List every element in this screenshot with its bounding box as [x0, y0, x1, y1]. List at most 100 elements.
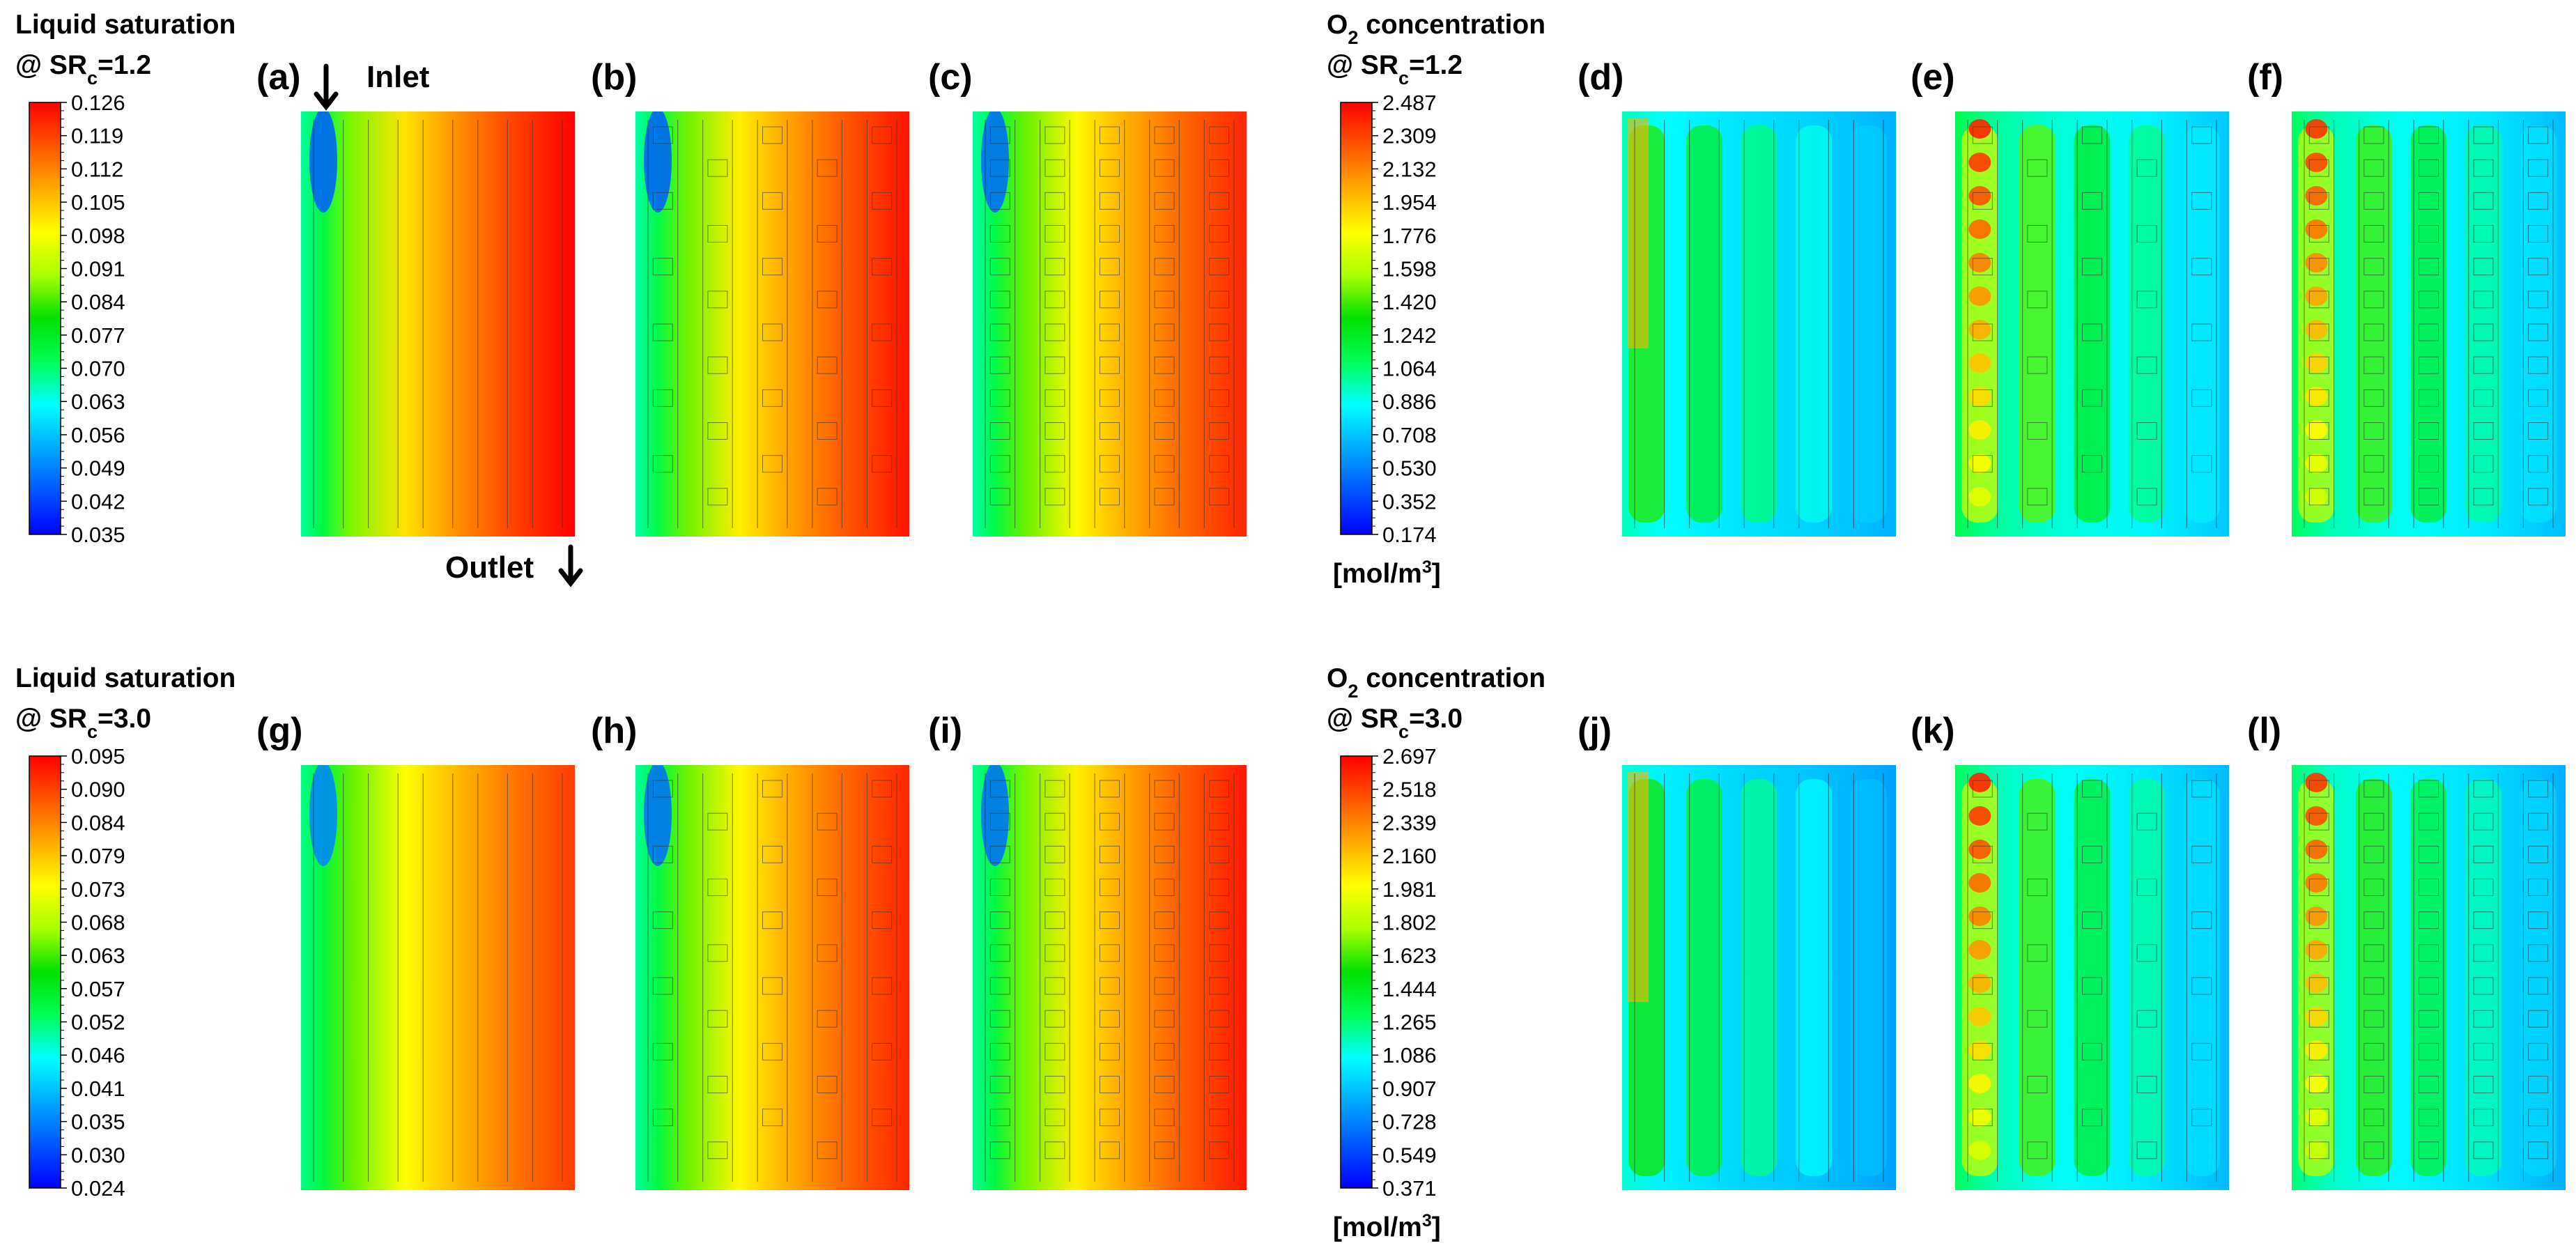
colorbar-tick-label: 0.091 [71, 256, 125, 281]
channel-block [2528, 323, 2549, 341]
channel-block [872, 126, 893, 144]
channel-block [2528, 1076, 2549, 1093]
channel-block [762, 780, 782, 798]
channel-block [2308, 812, 2329, 831]
channel-block [1209, 845, 1230, 863]
channel-block [2308, 455, 2329, 473]
hotspot [2305, 286, 2328, 306]
channel-block [2363, 944, 2384, 962]
channel-block [1044, 1076, 1065, 1093]
channel-block [2473, 159, 2494, 177]
channel-block [989, 356, 1010, 374]
channel-block [1154, 812, 1175, 831]
channel-block [2363, 422, 2384, 440]
heatmap-field [635, 765, 909, 1190]
channel-block [817, 488, 838, 506]
channel-block [652, 845, 673, 863]
colorbar-tick-label: 2.487 [1382, 91, 1437, 115]
channel-block [1044, 291, 1065, 309]
colorbar-tick-label: 0.068 [71, 910, 125, 934]
channel-block [1100, 879, 1120, 896]
channel-block [1209, 389, 1230, 407]
colorbar-tick-label: 1.623 [1382, 943, 1437, 968]
channel-block [1100, 389, 1120, 407]
colorbar-tick-label: 2.160 [1382, 844, 1437, 868]
hotspot [1968, 1107, 1991, 1127]
channel-block [1100, 126, 1120, 144]
channel-block [652, 780, 673, 798]
channel-block [2419, 812, 2439, 831]
channel-block [2419, 258, 2439, 276]
channel-block [2419, 977, 2439, 995]
channel-block [2419, 1109, 2439, 1127]
channel-block [2027, 1076, 2048, 1093]
channel-block [989, 323, 1010, 341]
channel-block [1209, 488, 1230, 506]
heatmap-field [2292, 111, 2566, 537]
channel-block [1100, 225, 1120, 242]
channel-block [1209, 944, 1230, 962]
channel-block [762, 455, 782, 473]
channel-block [2082, 389, 2102, 407]
hotspot [2305, 1007, 2328, 1026]
channel-block [2308, 422, 2329, 440]
colorbar-tick-label: 1.064 [1382, 357, 1437, 381]
channel-block [2027, 879, 2048, 896]
colorbar-tick-label: 0.063 [71, 943, 125, 968]
channel-block [1100, 1141, 1120, 1159]
channel-block [2419, 291, 2439, 309]
channel-block [1209, 225, 1230, 242]
heatmap-panel-l: (l) [2247, 711, 2566, 1190]
channel-block [2308, 159, 2329, 177]
channel-block [1044, 389, 1065, 407]
channel-block [2419, 1010, 2439, 1028]
panel-label: (a) [256, 57, 301, 98]
hotspot [1968, 806, 1991, 826]
hotspot [2305, 1074, 2328, 1093]
channel-block [2191, 780, 2212, 798]
channel-block [707, 225, 728, 242]
channel-block [2473, 258, 2494, 276]
channel-block [2528, 291, 2549, 309]
channel-block [817, 291, 838, 309]
channel-block [989, 1109, 1010, 1127]
channel-block [2082, 126, 2102, 144]
channel-block [652, 1109, 673, 1127]
channel-block [2191, 911, 2212, 930]
heatmap-panel-i: (i) [928, 711, 1247, 1190]
channel-block [2363, 845, 2384, 863]
inlet-low-region [644, 765, 672, 866]
field-gradient [301, 765, 575, 1190]
channel-block [2191, 455, 2212, 473]
channel-block [2528, 455, 2549, 473]
channel-block [2473, 455, 2494, 473]
hotspot [2305, 387, 2328, 406]
channel-block [652, 1042, 673, 1061]
colorbar-tick-label: 0.119 [71, 124, 123, 148]
channel-block [1209, 1076, 1230, 1093]
channel-block [2363, 389, 2384, 407]
channel-block [2528, 422, 2549, 440]
channel-block [2136, 291, 2157, 309]
hotspot [1968, 286, 1991, 306]
hotspot [1968, 773, 1991, 792]
channel-block [989, 911, 1010, 930]
channel-block [1209, 1042, 1230, 1061]
channel-block [817, 879, 838, 896]
channel-block [2473, 977, 2494, 995]
hotspot [2305, 153, 2328, 172]
channel-block [989, 159, 1010, 177]
heatmap-field [1955, 765, 2229, 1190]
channel-block [1154, 323, 1175, 341]
channel-block [652, 911, 673, 930]
channel-block [2363, 1010, 2384, 1028]
channel-block [1972, 192, 1993, 210]
inlet-low-region [644, 111, 672, 213]
channel-block [2419, 323, 2439, 341]
heatmap-field [1622, 765, 1896, 1190]
channel-block [2363, 1042, 2384, 1061]
channel-block [707, 1076, 728, 1093]
colorbar-tick-label: 1.981 [1382, 877, 1437, 902]
channel-lane [1686, 125, 1722, 523]
channel-block [989, 126, 1010, 144]
